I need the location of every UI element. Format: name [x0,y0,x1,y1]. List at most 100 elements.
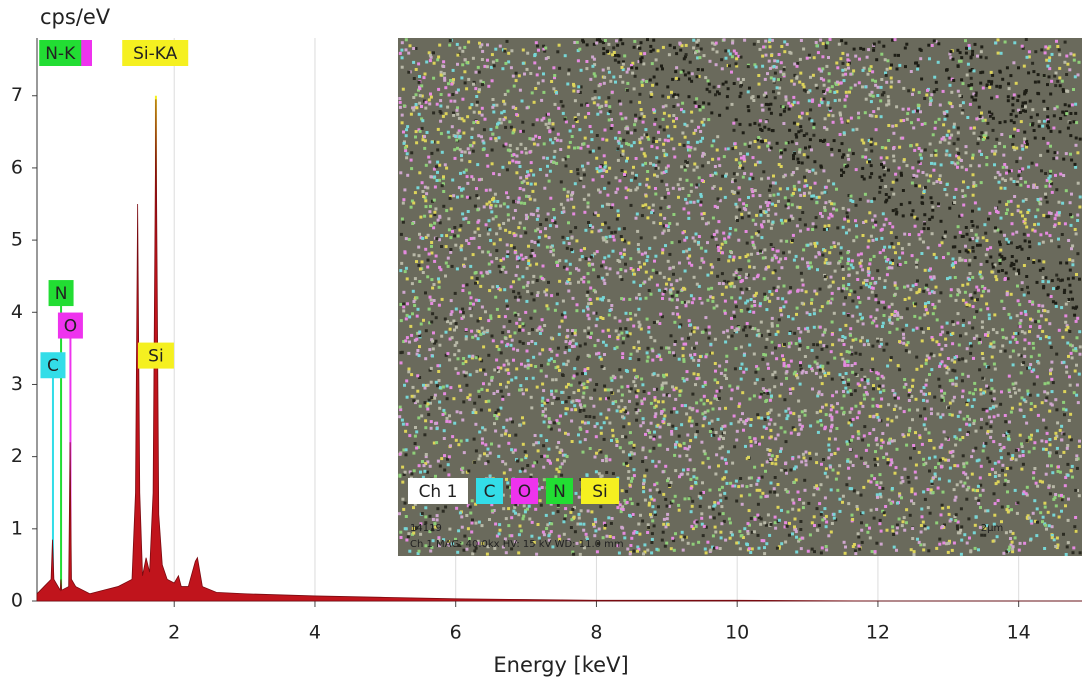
inset-pixel [697,364,700,367]
inset-pixel [721,251,724,254]
inset-pixel [874,142,877,145]
inset-pixel [430,367,433,370]
inset-pixel [658,460,661,463]
inset-pixel [962,180,965,183]
inset-pixel [415,296,418,299]
inset-pixel [1039,511,1042,514]
inset-pixel [812,169,815,172]
inset-pixel [945,542,948,545]
inset-pixel [585,257,588,260]
inset-pixel [788,129,791,132]
inset-pixel [1032,512,1035,515]
inset-pixel [722,282,725,285]
inset-pixel [919,110,922,113]
inset-pixel [557,504,560,507]
inset-pixel [662,143,665,146]
inset-pixel [948,480,951,483]
inset-pixel [1066,545,1069,548]
inset-pixel [752,194,755,197]
inset-pixel [932,182,935,185]
inset-pixel [587,281,590,284]
inset-pixel [825,521,828,524]
inset-pixel [660,180,663,183]
inset-pixel [773,491,776,494]
inset-pixel [792,234,795,237]
inset-pixel [923,222,926,225]
inset-pixel [867,274,870,277]
inset-pixel [1022,454,1025,457]
inset-pixel [636,230,639,233]
inset-pixel [860,368,863,371]
inset-pixel [700,399,703,402]
inset-pixel [999,243,1002,246]
inset-pixel [1019,157,1022,160]
inset-pixel [894,472,897,475]
inset-pixel [928,57,931,60]
inset-pixel [536,294,539,297]
inset-pixel [862,69,865,72]
inset-pixel [471,552,474,555]
inset-pixel [841,339,844,342]
inset-pixel [681,102,684,105]
inset-pixel [986,509,989,512]
inset-pixel [763,546,766,549]
inset-pixel [506,40,509,43]
inset-pixel [969,69,972,72]
inset-pixel [430,299,433,302]
inset-pixel [467,527,470,530]
inset-pixel [976,244,979,247]
inset-pixel [468,151,471,154]
inset-pixel [1066,342,1069,345]
inset-pixel [697,359,700,362]
inset-pixel [811,521,814,524]
inset-pixel [1017,299,1020,302]
inset-pixel [951,455,954,458]
inset-pixel [626,385,629,388]
inset-pixel [506,250,509,253]
inset-pixel [659,207,662,210]
inset-pixel [435,441,438,444]
inset-pixel [457,372,460,375]
inset-pixel [425,101,428,104]
inset-pixel [426,408,429,411]
inset-pixel [819,212,822,215]
inset-pixel [1044,45,1047,48]
inset-pixel [743,39,746,42]
inset-pixel [898,518,901,521]
inset-pixel [825,548,828,551]
inset-pixel [617,61,620,64]
inset-pixel [898,167,901,170]
inset-pixel [665,104,668,107]
inset-pixel [687,337,690,340]
inset-pixel [784,469,787,472]
inset-pixel [742,176,745,179]
inset-pixel [456,196,459,199]
inset-pixel [669,291,672,294]
inset-pixel [567,146,570,149]
inset-pixel [930,488,933,491]
inset-pixel [832,241,835,244]
inset-pixel [582,40,585,43]
inset-pixel [492,217,495,220]
inset-pixel [838,99,841,102]
inset-pixel [684,270,687,273]
inset-pixel [956,527,959,530]
inset-pixel [895,105,898,108]
inset-pixel [837,472,840,475]
inset-pixel [810,119,813,122]
inset-pixel [747,215,750,218]
inset-pixel [918,185,921,188]
inset-pixel [735,439,738,442]
inset-pixel [717,157,720,160]
inset-pixel [723,38,726,41]
inset-pixel [906,112,909,115]
inset-pixel [1062,451,1065,454]
inset-pixel [994,368,997,371]
inset-pixel [939,291,942,294]
inset-pixel [678,240,681,243]
inset-pixel [740,378,743,381]
inset-pixel [499,383,502,386]
inset-pixel [912,110,915,113]
inset-pixel [497,409,500,412]
inset-pixel [1029,325,1032,328]
